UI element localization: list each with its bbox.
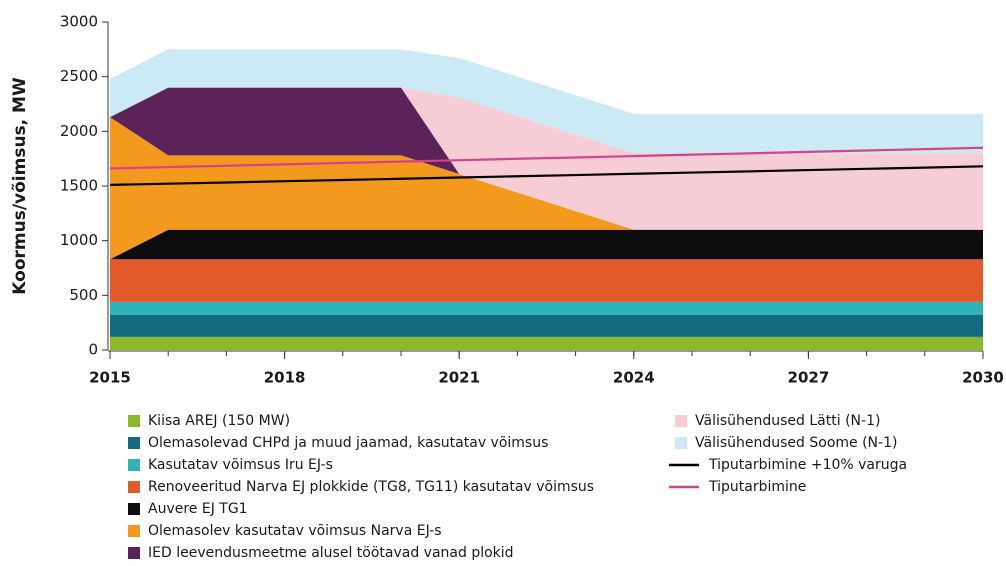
x-tick-label: 2030 [962, 369, 1004, 387]
legend: Kiisa AREJ (150 MW) Olemasolevad CHPd ja … [128, 413, 907, 561]
legend-label: Välisühendused Lätti (N-1) [695, 413, 880, 429]
legend-swatch [675, 437, 687, 449]
area [110, 301, 983, 316]
y-tick-label: 3000 [60, 13, 98, 31]
area [110, 117, 983, 260]
y-tick-label: 2500 [60, 67, 98, 85]
legend-label: Auvere EJ TG1 [148, 501, 248, 517]
legend-label: Olemasolevad CHPd ja muud jaamad, kasuta… [148, 435, 548, 451]
area [110, 315, 983, 337]
legend-label: Renoveeritud Narva EJ plokkide (TG8, TG1… [148, 479, 594, 495]
area [110, 87, 983, 230]
legend-label: Tiputarbimine [708, 479, 806, 495]
y-axis-label: Koormus/võimsus, MW [10, 77, 30, 295]
legend-swatch [128, 503, 140, 515]
line [109, 146, 984, 170]
y-tick-label: 1500 [60, 177, 98, 195]
legend-swatch [128, 415, 140, 427]
legend-label: Välisühendused Soome (N-1) [695, 435, 897, 451]
plot [109, 49, 984, 350]
x-tick-label: 2018 [264, 369, 306, 387]
x-tick-label: 2027 [788, 369, 830, 387]
y-tick-label: 500 [69, 286, 98, 304]
legend-swatch [128, 481, 140, 493]
y-tick-label: 1000 [60, 231, 98, 249]
legend-swatch [128, 525, 140, 537]
legend-swatch [128, 547, 140, 559]
area [110, 229, 983, 260]
x-tick-label: 2024 [613, 369, 655, 387]
legend-swatch [675, 415, 687, 427]
legend-label: Kasutatav võimsus Iru EJ-s [148, 457, 333, 473]
legend-label: IED leevendusmeetme alusel töötavad vana… [148, 545, 514, 561]
legend-label: Olemasolev kasutatav võimsus Narva EJ-s [148, 523, 442, 539]
x-tick-label: 2015 [89, 369, 131, 387]
y-tick-label: 0 [88, 341, 98, 359]
x-tick-label: 2021 [438, 369, 480, 387]
area [110, 336, 983, 350]
area [110, 49, 983, 154]
line [109, 165, 984, 187]
area [110, 259, 983, 302]
legend-swatch [128, 459, 140, 471]
legend-label: Kiisa AREJ (150 MW) [148, 413, 290, 429]
y-tick-label: 2000 [60, 122, 98, 140]
legend-label: Tiputarbimine +10% varuga [708, 457, 907, 473]
legend-swatch [128, 437, 140, 449]
